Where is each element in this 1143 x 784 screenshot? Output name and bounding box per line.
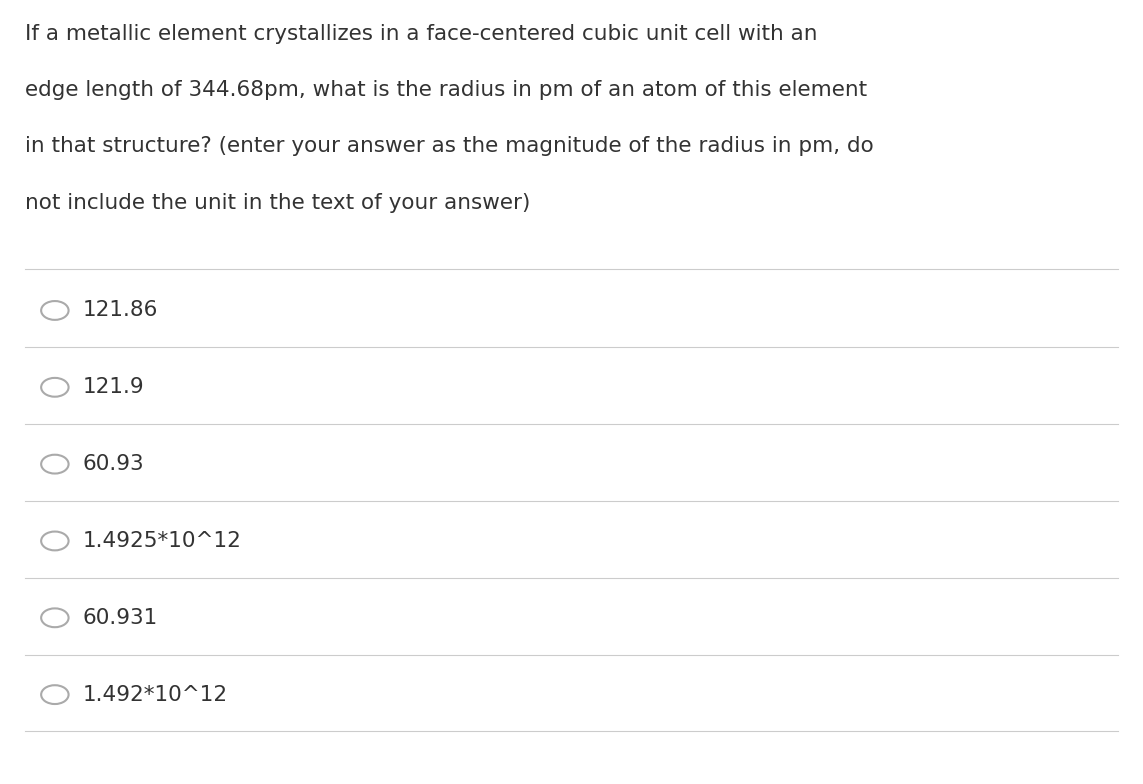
Text: 121.86: 121.86 — [82, 300, 158, 321]
Text: 60.93: 60.93 — [82, 454, 144, 474]
Text: edge length of 344.68pm, what is the radius in pm of an atom of this element: edge length of 344.68pm, what is the rad… — [25, 80, 868, 100]
Text: not include the unit in the text of your answer): not include the unit in the text of your… — [25, 193, 530, 213]
Text: in that structure? (enter your answer as the magnitude of the radius in pm, do: in that structure? (enter your answer as… — [25, 136, 874, 157]
Text: 1.4925*10^12: 1.4925*10^12 — [82, 531, 241, 551]
Text: 60.931: 60.931 — [82, 608, 158, 628]
Text: 121.9: 121.9 — [82, 377, 144, 397]
Text: 1.492*10^12: 1.492*10^12 — [82, 684, 227, 705]
Text: If a metallic element crystallizes in a face-centered cubic unit cell with an: If a metallic element crystallizes in a … — [25, 24, 817, 44]
